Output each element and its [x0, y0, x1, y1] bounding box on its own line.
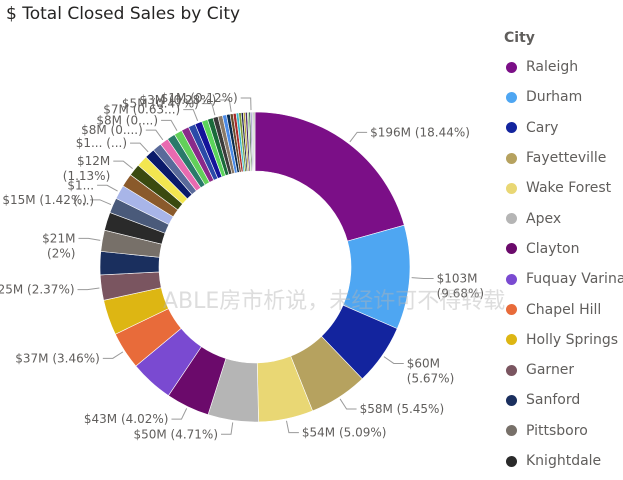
- data-label-2: $60M (5.67%): [407, 356, 454, 385]
- data-label-14: $15M (1.42%): [2, 193, 87, 207]
- leader-line-6: [171, 408, 188, 420]
- legend-item-pittsboro[interactable]: Pittsboro: [498, 416, 623, 446]
- legend-item-cary[interactable]: Cary: [498, 113, 623, 143]
- legend-label: Pittsboro: [526, 422, 588, 439]
- legend-swatch: [506, 91, 517, 103]
- legend-item-knightdale[interactable]: Knightdale: [498, 446, 623, 476]
- legend-item-chapel-hill[interactable]: Chapel Hill: [498, 294, 623, 324]
- legend-swatch: [506, 334, 517, 346]
- legend-item-fuquay-varina[interactable]: Fuquay Varina: [498, 264, 623, 294]
- legend-swatch: [506, 394, 517, 406]
- data-label-4: $54M (5.09%): [302, 426, 387, 440]
- legend-item-clayton[interactable]: Clayton: [498, 234, 623, 264]
- data-label-12: $21M (2%): [42, 231, 75, 260]
- legend: City Raleigh Durham Cary Fayetteville Wake F…: [498, 30, 623, 476]
- leader-line-2: [383, 356, 404, 364]
- legend-swatch: [506, 455, 517, 467]
- legend-swatch: [506, 213, 517, 225]
- leader-line-10: [77, 287, 100, 291]
- legend-swatch: [506, 182, 517, 194]
- legend-label: Knightdale: [526, 453, 602, 469]
- leader-line-1: [411, 277, 434, 279]
- leader-line-5: [221, 422, 234, 435]
- slices-layer: [99, 111, 411, 423]
- legend-label: Chapel Hill: [526, 301, 602, 318]
- leader-line-29: [201, 103, 216, 116]
- leader-line-26: [183, 109, 199, 122]
- data-label-3: $58M (5.45%): [360, 402, 445, 416]
- legend-label: Cary: [526, 119, 559, 136]
- legend-item-raleigh[interactable]: Raleigh: [498, 52, 623, 82]
- legend-item-wake-forest[interactable]: Wake Forest: [498, 173, 623, 203]
- legend-label: Durham: [526, 89, 583, 106]
- legend-swatch: [506, 364, 517, 376]
- data-label-29: $5M (0.47%): [122, 97, 199, 111]
- data-label-6: $43M (4.02%): [84, 412, 169, 426]
- data-label-33: $3M (0.28%): [139, 93, 216, 107]
- legend-swatch: [506, 152, 517, 164]
- data-label-10: $25M (2.37%): [0, 283, 75, 297]
- leader-line-12: [78, 237, 101, 241]
- legend-label: Raleigh: [526, 59, 579, 76]
- data-label-23: $8M (0....): [96, 113, 158, 127]
- donut-slice-45[interactable]: [253, 111, 256, 172]
- legend-label: Holly Springs: [526, 331, 619, 348]
- legend-label: Fayetteville: [526, 150, 607, 167]
- legend-item-durham[interactable]: Durham: [498, 82, 623, 112]
- data-label-0: $196M (18.44%): [370, 125, 470, 139]
- legend-swatch: [506, 304, 517, 316]
- leader-line-4: [285, 420, 299, 434]
- legend-swatch: [506, 425, 517, 437]
- legend-label: Fuquay Varina: [526, 271, 623, 288]
- leader-line-17: [113, 160, 133, 170]
- legend-label: Wake Forest: [526, 180, 612, 197]
- legend-item-holly-springs[interactable]: Holly Springs: [498, 325, 623, 355]
- legend-swatch: [506, 122, 517, 134]
- legend-item-fayetteville[interactable]: Fayetteville: [498, 143, 623, 173]
- legend-item-apex[interactable]: Apex: [498, 203, 623, 233]
- chart-title: $ Total Closed Sales by City: [6, 4, 241, 24]
- legend-item-garner[interactable]: Garner: [498, 355, 623, 385]
- data-label-1: $103M (9.68%): [437, 271, 484, 300]
- data-label-21: $8M (0....): [81, 123, 143, 137]
- leader-line-21: [145, 129, 164, 141]
- leader-line-42: [240, 97, 252, 111]
- data-label-19: $1... (...): [76, 136, 127, 150]
- leader-line-8: [102, 351, 124, 359]
- legend-label: Sanford: [526, 392, 581, 409]
- data-labels-layer: $196M (18.44%) $103M (9.68%) $60M (5.67%) $58…: [0, 91, 484, 441]
- leader-line-14: [89, 199, 112, 206]
- legend-swatch: [506, 273, 517, 285]
- leader-line-0: [349, 131, 368, 143]
- legend-label: Clayton: [526, 240, 580, 257]
- leader-line-19: [130, 142, 149, 153]
- leader-line-3: [339, 398, 357, 410]
- data-label-8: $37M (3.46%): [15, 351, 100, 365]
- data-label-42: $1M (0.12%): [161, 91, 238, 105]
- leader-line-23: [161, 119, 178, 131]
- data-label-5: $50M (4.71%): [133, 427, 218, 441]
- leader-lines-layer: [77, 97, 434, 435]
- watermark-text: ABLE房市析说，未经许可不得转载: [163, 289, 506, 314]
- data-label-26: $7M (0.63...): [103, 103, 180, 117]
- legend-swatch: [506, 61, 517, 73]
- data-label-15: $1... (...): [67, 178, 94, 207]
- leader-line-15: [97, 184, 118, 192]
- leader-line-33: [219, 99, 232, 112]
- legend-label: Garner: [526, 362, 575, 379]
- legend-items: Raleigh Durham Cary Fayetteville Wake Forest…: [498, 52, 623, 476]
- legend-label: Apex: [526, 210, 562, 227]
- legend-title: City: [504, 30, 535, 46]
- data-label-17: $12M (1.13%): [63, 154, 110, 183]
- legend-swatch: [506, 243, 517, 255]
- legend-item-sanford[interactable]: Sanford: [498, 385, 623, 415]
